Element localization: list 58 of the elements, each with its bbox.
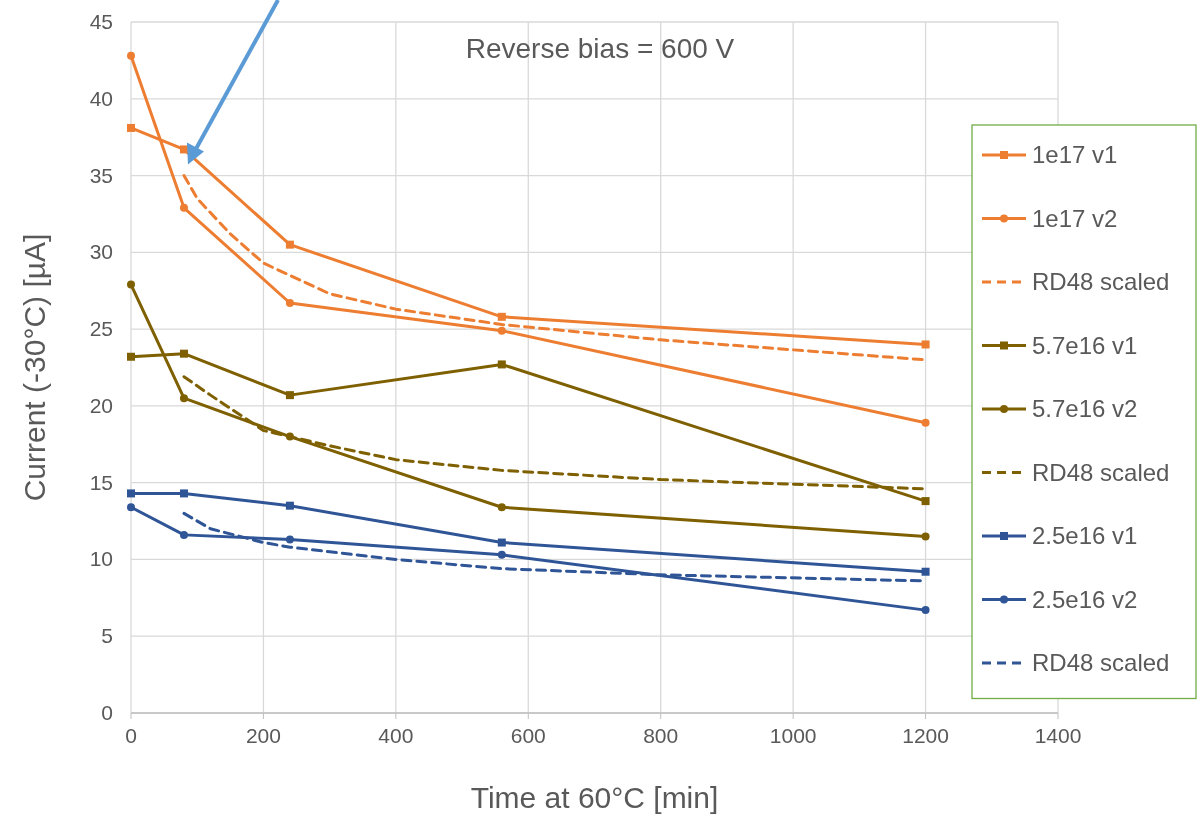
legend-label: 1e17 v1 <box>1032 141 1118 168</box>
y-tick-label: 15 <box>89 470 113 494</box>
point <box>285 391 294 400</box>
point <box>127 280 135 289</box>
x-tick-label: 1000 <box>769 724 817 747</box>
point <box>497 538 506 547</box>
point <box>921 497 930 506</box>
x-tick-label: 1400 <box>1034 724 1082 747</box>
point <box>921 532 930 541</box>
point <box>127 352 135 361</box>
point <box>179 489 188 498</box>
point <box>127 51 135 60</box>
x-tick-label: 1200 <box>902 724 949 747</box>
point <box>127 489 135 498</box>
point <box>921 606 930 615</box>
y-tick-label: 10 <box>89 547 113 571</box>
point <box>497 360 506 369</box>
y-tick-label: 45 <box>89 10 113 33</box>
legend-label: 2.5e16 v2 <box>1032 585 1138 613</box>
y-tick-label: 35 <box>89 163 113 187</box>
point <box>127 503 135 512</box>
point <box>497 312 506 321</box>
legend-label: 5.7e16 v1 <box>1032 331 1138 359</box>
point <box>921 567 930 576</box>
x-tick-label: 600 <box>510 724 546 747</box>
y-tick-label: 30 <box>89 240 113 264</box>
legend-label: 2.5e16 v1 <box>1032 522 1138 549</box>
point <box>179 394 188 403</box>
point <box>285 299 294 308</box>
legend-label: RD48 scaled <box>1032 649 1170 676</box>
point <box>497 503 506 512</box>
legend-label: RD48 scaled <box>1032 458 1170 486</box>
legend-label: 5.7e16 v2 <box>1032 395 1138 422</box>
legend-label: 1e17 v2 <box>1032 204 1118 232</box>
point <box>285 240 294 249</box>
x-tick-label: 0 <box>125 724 137 747</box>
point <box>179 349 188 358</box>
point <box>921 418 930 427</box>
y-tick-label: 25 <box>89 317 113 341</box>
point <box>285 535 294 544</box>
point <box>179 203 188 212</box>
point <box>179 530 188 539</box>
point <box>127 123 135 132</box>
point <box>497 550 506 559</box>
x-tick-label: 200 <box>245 724 281 747</box>
y-axis-title: Current (-30°C) [µA] <box>18 233 51 502</box>
point <box>921 340 930 349</box>
annotation: Reverse bias = 600 V <box>465 33 735 64</box>
y-tick-label: 5 <box>101 624 113 648</box>
point <box>285 501 294 510</box>
x-tick-label: 400 <box>378 724 414 747</box>
x-axis-title: Time at 60°C [min] <box>470 781 719 814</box>
x-tick-label: 800 <box>643 724 679 747</box>
y-tick-label: 40 <box>89 86 113 110</box>
y-tick-label: 0 <box>101 701 113 724</box>
point <box>497 326 506 335</box>
y-tick-label: 20 <box>89 393 113 417</box>
legend-label: RD48 scaled <box>1032 268 1170 295</box>
